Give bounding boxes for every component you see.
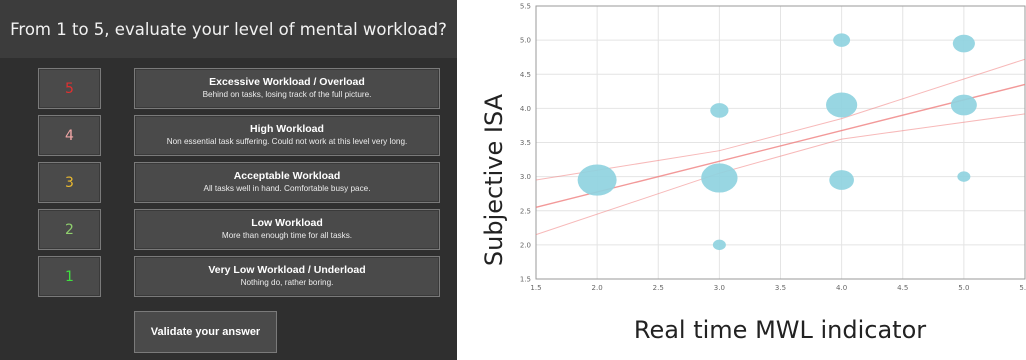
- data-point: [701, 163, 738, 193]
- option-title: Excessive Workload / Overload: [209, 76, 365, 88]
- x-tick-label: 3.5: [775, 284, 786, 292]
- option-description: All tasks well in hand. Comfortable busy…: [203, 184, 371, 193]
- data-point: [950, 94, 977, 116]
- tick-labels: 1.5 2.0 2.5 3.0 3.5 4.0 4.5 5.0 5.5 1.5 2.0 2.5 3.0 3…: [520, 3, 1026, 293]
- option-title: Acceptable Workload: [233, 170, 341, 182]
- y-axis-label: Subjective ISA: [480, 93, 508, 266]
- rating-number: 2: [65, 221, 74, 238]
- option-description: Non essential task suffering. Could not …: [166, 137, 408, 146]
- ci-lower-line: [535, 113, 1026, 236]
- x-tick-label: 4.5: [897, 284, 908, 292]
- y-tick-label: 4.5: [520, 71, 531, 79]
- y-tick-label: 5.0: [520, 37, 531, 45]
- option-low-workload[interactable]: Low Workload More than enough time for a…: [134, 209, 440, 250]
- rating-number: 5: [65, 80, 74, 97]
- validate-button[interactable]: Validate your answer: [134, 311, 277, 353]
- x-tick-label: 5.5: [1019, 284, 1026, 292]
- x-tick-label: 3.0: [714, 284, 725, 292]
- y-tick-label: 2.0: [520, 241, 531, 249]
- rating-button-4[interactable]: 4: [38, 115, 101, 156]
- data-point: [577, 164, 617, 196]
- rating-button-2[interactable]: 2: [38, 209, 101, 250]
- option-title: Very Low Workload / Underload: [208, 264, 366, 276]
- y-tick-label: 2.5: [520, 207, 531, 215]
- rating-button-5[interactable]: 5: [38, 68, 101, 109]
- rating-number: 1: [65, 268, 74, 285]
- option-title: High Workload: [250, 123, 324, 135]
- y-tick-label: 3.0: [520, 173, 531, 181]
- x-tick-label: 4.0: [836, 284, 847, 292]
- data-point: [957, 171, 971, 182]
- data-points: [577, 33, 977, 251]
- chart-grid: [535, 5, 1026, 280]
- ci-upper-line: [535, 58, 1026, 181]
- data-point: [712, 239, 726, 251]
- x-axis-label: Real time MWL indicator: [634, 316, 926, 344]
- plot-frame: [535, 5, 1026, 280]
- data-point: [826, 92, 858, 118]
- option-description: Behind on tasks, losing track of the ful…: [202, 90, 372, 99]
- rating-button-1[interactable]: 1: [38, 256, 101, 297]
- question-text: From 1 to 5, evaluate your level of ment…: [10, 20, 447, 39]
- option-description: Nothing do, rather boring.: [240, 278, 334, 287]
- rating-number: 3: [65, 174, 74, 191]
- y-tick-label: 5.5: [520, 3, 531, 11]
- question-bar: From 1 to 5, evaluate your level of ment…: [0, 0, 457, 58]
- option-high-workload[interactable]: High Workload Non essential task sufferi…: [134, 115, 440, 156]
- workload-questionnaire: From 1 to 5, evaluate your level of ment…: [0, 0, 457, 360]
- x-tick-label: 2.0: [592, 284, 603, 292]
- x-tick-label: 2.5: [653, 284, 664, 292]
- y-tick-label: 1.5: [520, 276, 531, 284]
- x-tick-label: 1.5: [530, 284, 541, 292]
- scatter-chart: 1.5 2.0 2.5 3.0 3.5 4.0 4.5 5.0 5.5 1.5 2.0 2.5 3.0 3…: [480, 3, 1026, 345]
- y-tick-label: 3.5: [520, 139, 531, 147]
- data-point: [710, 103, 729, 118]
- option-very-low-workload[interactable]: Very Low Workload / Underload Nothing do…: [134, 256, 440, 297]
- option-description: More than enough time for all tasks.: [221, 231, 353, 240]
- option-acceptable-workload[interactable]: Acceptable Workload All tasks well in ha…: [134, 162, 440, 203]
- confidence-band: [535, 58, 1026, 236]
- option-title: Low Workload: [251, 217, 323, 229]
- regression-line: [535, 83, 1026, 209]
- data-point: [829, 170, 854, 190]
- data-point: [952, 34, 975, 53]
- x-tick-label: 5.0: [958, 284, 969, 292]
- y-tick-label: 4.0: [520, 105, 531, 113]
- data-point: [833, 33, 851, 47]
- option-excessive-workload[interactable]: Excessive Workload / Overload Behind on …: [134, 68, 440, 109]
- rating-button-3[interactable]: 3: [38, 162, 101, 203]
- rating-number: 4: [65, 127, 74, 144]
